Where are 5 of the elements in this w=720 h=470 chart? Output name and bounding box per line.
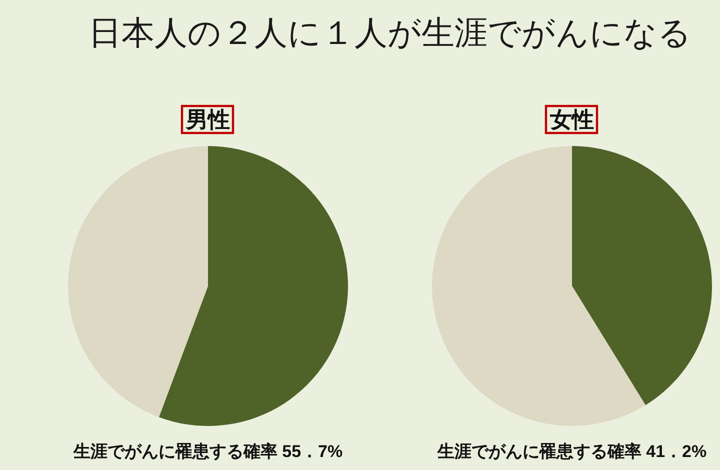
text: 生涯でがんに罹患する確率 55．7% <box>72 442 343 461</box>
chart-title: 女性 <box>549 107 594 132</box>
text: 生涯でがんに罹患する確率 41．2% <box>436 442 707 461</box>
text: 日本人の２人に１人が生涯でがんになる <box>88 14 692 51</box>
chart-title: 男性 <box>185 107 230 132</box>
